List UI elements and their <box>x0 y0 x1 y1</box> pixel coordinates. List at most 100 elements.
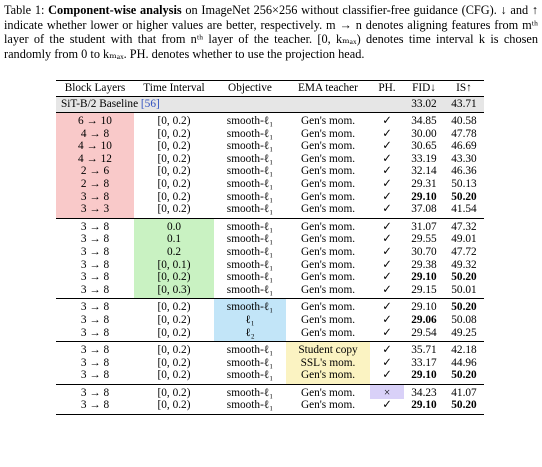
ema-teacher: Gen's mom. <box>300 326 356 339</box>
objective: smooth-ℓ₁ <box>226 140 274 153</box>
projection-head: ✓ <box>370 341 404 357</box>
time-interval: [0, 0.2) <box>134 111 214 128</box>
ema-teacher: Gen's mom. <box>300 165 356 178</box>
fid: 35.71 <box>404 341 444 357</box>
time-interval: [0, 0.3) <box>134 283 214 299</box>
objective: smooth-ℓ₁ <box>214 341 286 357</box>
fid: 33.02 <box>404 96 444 113</box>
is: 50.20 <box>451 271 477 284</box>
table-row: 6 → 10 [0, 0.2) smooth-ℓ₁ Gen's mom. ✓ 34.85 4… <box>56 111 484 128</box>
is: 47.72 <box>451 245 477 258</box>
time-interval: 0.0 <box>134 217 214 234</box>
time-interval: [0, 0.2) <box>157 140 191 153</box>
table-row: 4 → 10 [0, 0.2) smooth-ℓ₁ Gen's mom. ✓ 30.65 4… <box>56 140 484 153</box>
projection-head: ✓ <box>382 190 392 203</box>
projection-head: ✓ <box>382 369 392 382</box>
block-layers: 3 → 8 <box>80 258 110 271</box>
projection-head: ✓ <box>382 177 392 190</box>
objective: smooth-ℓ₁ <box>214 298 286 314</box>
projection-head: × <box>370 383 404 400</box>
table-row: 2 → 8 [0, 0.2) smooth-ℓ₁ Gen's mom. ✓ 29.31 50… <box>56 177 484 191</box>
time-interval: [0, 0.2) <box>157 203 191 216</box>
block-layers: 3 → 8 <box>80 283 110 296</box>
time-interval: [0, 0.2) <box>157 313 191 326</box>
table-row: 3 → 8 [0, 0.2) smooth-ℓ₁ Gen's mom. ✓ 29.10 50… <box>56 298 484 314</box>
table-row: 3 → 8 0.0 smooth-ℓ₁ Gen's mom. ✓ 31.07 47.32 <box>56 217 484 234</box>
results-table: Block Layers Time Interval Objective EMA te… <box>56 80 484 416</box>
objective: smooth-ℓ₁ <box>226 127 274 140</box>
ema-teacher: Gen's mom. <box>286 217 370 234</box>
ema-teacher: Gen's mom. <box>300 140 356 153</box>
is: 49.32 <box>451 258 477 271</box>
block-layers: 3 → 8 <box>80 369 110 382</box>
projection-head: ✓ <box>370 217 404 234</box>
table-row: 3 → 8 [0, 0.2) smooth-ℓ₁ Gen's mom. ✓ 29.10 50… <box>56 190 484 204</box>
is: 47.32 <box>444 217 484 234</box>
time-interval: [0, 0.2) <box>134 271 214 284</box>
is: 46.69 <box>451 140 477 153</box>
fid: 30.65 <box>411 140 437 153</box>
is: 40.58 <box>444 111 484 128</box>
block-layers: 3 → 8 <box>56 217 134 234</box>
table-row: 3 → 3 [0, 0.2) smooth-ℓ₁ Gen's mom. ✓ 37.08 41… <box>56 203 484 219</box>
ema-teacher: Gen's mom. <box>300 203 356 216</box>
projection-head: ✓ <box>382 127 392 140</box>
fid: 29.10 <box>411 369 437 382</box>
is: 42.18 <box>444 341 484 357</box>
ema-teacher: Gen's mom. <box>300 258 356 271</box>
ema-teacher: Gen's mom. <box>300 283 356 296</box>
table-row: 3 → 8 0.2 smooth-ℓ₁ Gen's mom. ✓ 30.70 47.72 <box>56 245 484 259</box>
time-interval: [0, 0.2) <box>157 190 191 203</box>
caption-text: on ImageNet 256×256 without classifier-f… <box>4 3 538 61</box>
table-row: 3 → 8 [0, 0.2) ℓ₁ Gen's mom. ✓ 29.06 50.08 <box>56 313 484 327</box>
fid: 30.00 <box>411 127 437 140</box>
objective: smooth-ℓ₁ <box>226 258 274 271</box>
column-header: Block Layers <box>56 80 134 97</box>
table-row: 3 → 8 [0, 0.1) smooth-ℓ₁ Gen's mom. ✓ 29.38 49… <box>56 258 484 272</box>
time-interval: [0, 0.2) <box>157 177 191 190</box>
projection-head: ✓ <box>382 258 392 271</box>
block-layers: 4 → 12 <box>56 152 134 166</box>
ema-teacher: Gen's mom. <box>300 152 356 165</box>
is: 49.01 <box>451 233 477 246</box>
projection-head: ✓ <box>382 165 392 178</box>
fid: 33.19 <box>411 152 437 165</box>
table-row: 3 → 8 [0, 0.2) smooth-ℓ₁ Gen's mom. ✓ 29.10 50… <box>56 271 484 284</box>
time-interval: [0, 0.2) <box>157 326 191 339</box>
caption: Table 1: Component-wise analysis on Imag… <box>4 3 538 61</box>
table-row: 3 → 8 0.1 smooth-ℓ₁ Gen's mom. ✓ 29.55 49.01 <box>56 233 484 246</box>
table-row: 4 → 8 [0, 0.2) smooth-ℓ₁ Gen's mom. ✓ 30.00 47… <box>56 127 484 141</box>
ema-teacher: Gen's mom. <box>300 271 356 284</box>
caption-title: Component-wise analysis <box>48 3 182 17</box>
is: 50.08 <box>451 313 477 326</box>
ema-teacher: Gen's mom. <box>286 111 370 128</box>
fid: 37.08 <box>411 203 437 216</box>
citation: [56] <box>140 98 160 111</box>
table-body: SiT-B/2 Baseline [56] 33.02 43.71 6 → 10 [0,… <box>56 96 484 416</box>
time-interval: [0, 0.2) <box>157 127 191 140</box>
table-row: 3 → 8 [0, 0.2) smooth-ℓ₁ Gen's mom. ✓ 29.10 50… <box>56 399 484 416</box>
block-layers: 3 → 3 <box>56 203 134 219</box>
fid: 34.85 <box>404 111 444 128</box>
fid: 34.23 <box>404 383 444 400</box>
column-header: FID↓ <box>404 80 444 97</box>
projection-head: ✓ <box>382 313 392 326</box>
fid: 33.17 <box>411 356 437 369</box>
ema-teacher: Gen's mom. <box>286 369 370 385</box>
fid: 29.31 <box>411 177 437 190</box>
ema-teacher: Gen's mom. <box>300 127 356 140</box>
projection-head: ✓ <box>382 245 392 258</box>
fid: 29.38 <box>411 258 437 271</box>
is: 43.71 <box>444 96 484 113</box>
projection-head: ✓ <box>370 399 404 416</box>
projection-head: ✓ <box>382 203 392 216</box>
time-interval: [0, 0.2) <box>134 341 214 357</box>
block-layers: 3 → 8 <box>80 313 110 326</box>
block-layers: 6 → 10 <box>56 111 134 128</box>
is: 49.25 <box>451 326 477 339</box>
objective: smooth-ℓ₁ <box>226 165 274 178</box>
is: 41.54 <box>451 203 477 216</box>
ema-teacher: Gen's mom. <box>286 399 370 416</box>
objective: smooth-ℓ₁ <box>226 190 274 203</box>
